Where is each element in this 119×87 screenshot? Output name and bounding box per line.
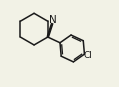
Text: Cl: Cl [83, 51, 92, 60]
Text: N: N [49, 15, 57, 25]
